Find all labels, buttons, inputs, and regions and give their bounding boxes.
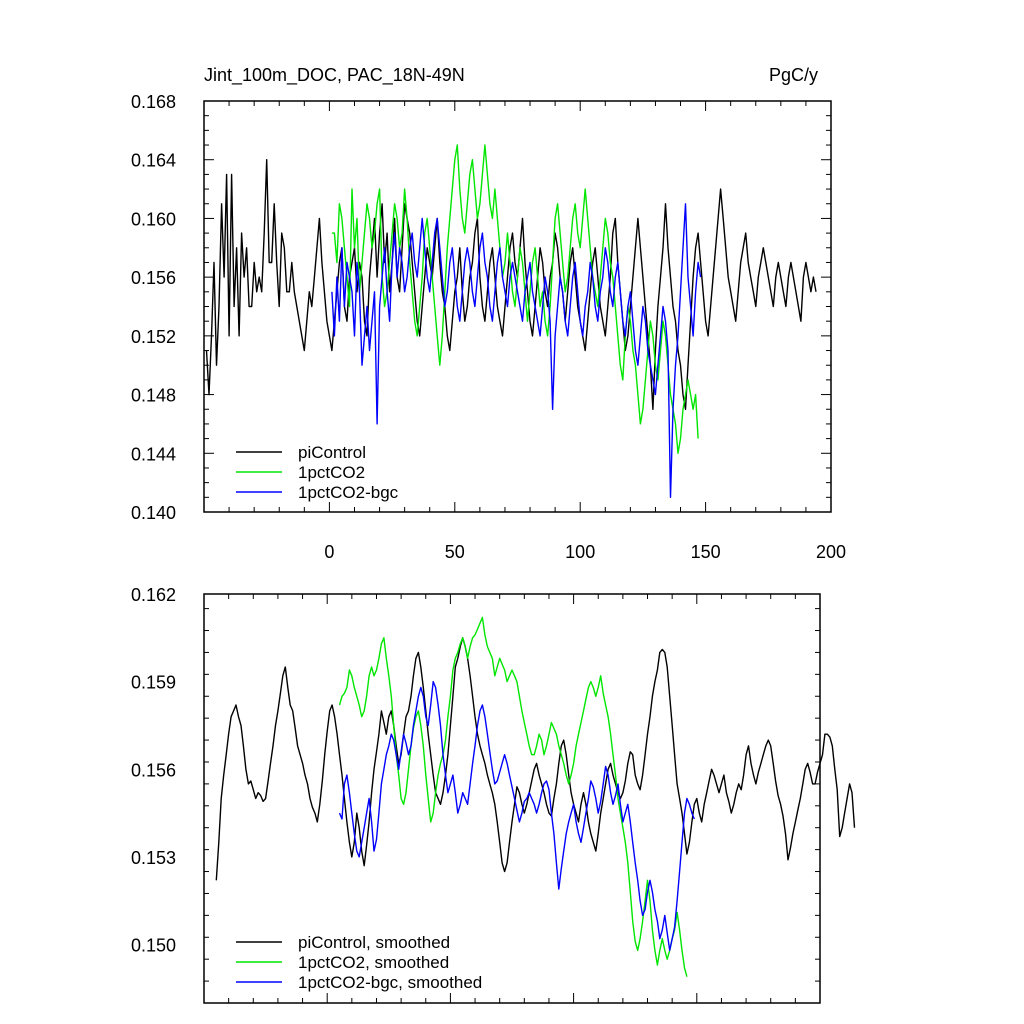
x-tick-label: 0 [324,542,334,562]
series-line-picontrol-smoothed [215,637,856,881]
y-tick-label: 0.162 [131,585,176,605]
y-tick-label: 0.152 [131,327,176,347]
series-line-1pctco2-bgc-smoothed [338,680,695,952]
y-tick-label: 0.159 [131,673,176,693]
legend-label: 1pctCO2, smoothed [298,953,449,972]
y-tick-label: 0.160 [131,209,176,229]
y-tick-label: 0.156 [131,760,176,780]
series-line-picontrol [205,158,817,410]
y-tick-label: 0.153 [131,848,176,868]
bottom-plot-frame [203,593,821,1004]
x-tick-label: 50 [445,542,465,562]
series-line-1pctco2 [331,144,699,454]
series-line-1pctco2-bgc [331,203,702,498]
x-tick-label: 200 [816,542,846,562]
top-series-lines [205,144,817,498]
top-panel-title: Jint_100m_DOC, PAC_18N-49N [204,65,465,86]
top-panel: Jint_100m_DOC, PAC_18N-49N PgC/y 0 50 100 1… [131,65,846,562]
top-axes-ticks: 0 50 100 150 200 0.140 0.144 0.148 0.152 0.156 0.1… [131,92,846,562]
x-tick-label: 100 [565,542,595,562]
series-line-1pctco2-smoothed [338,616,688,977]
legend-label: 1pctCO2-bgc [298,483,399,502]
y-tick-label: 0.150 [131,936,176,956]
legend-label: 1pctCO2-bgc, smoothed [298,973,482,992]
x-tick-label: 150 [691,542,721,562]
y-tick-label: 0.140 [131,503,176,523]
y-tick-label: 0.148 [131,386,176,406]
legend-label: piControl [298,443,366,462]
y-tick-label: 0.156 [131,268,176,288]
bottom-panel: 0.150 0.153 0.156 0.159 0.162 piControl, smo… [131,585,856,1004]
legend-label: piControl, smoothed [298,933,450,952]
y-tick-label: 0.144 [131,444,176,464]
top-plot-frame [203,100,832,513]
bottom-axes-ticks: 0.150 0.153 0.156 0.159 0.162 [131,585,821,1004]
legend-label: 1pctCO2 [298,463,365,482]
y-tick-label: 0.168 [131,92,176,112]
top-panel-units: PgC/y [769,65,818,85]
y-tick-label: 0.164 [131,151,176,171]
bottom-series-lines [215,616,856,977]
